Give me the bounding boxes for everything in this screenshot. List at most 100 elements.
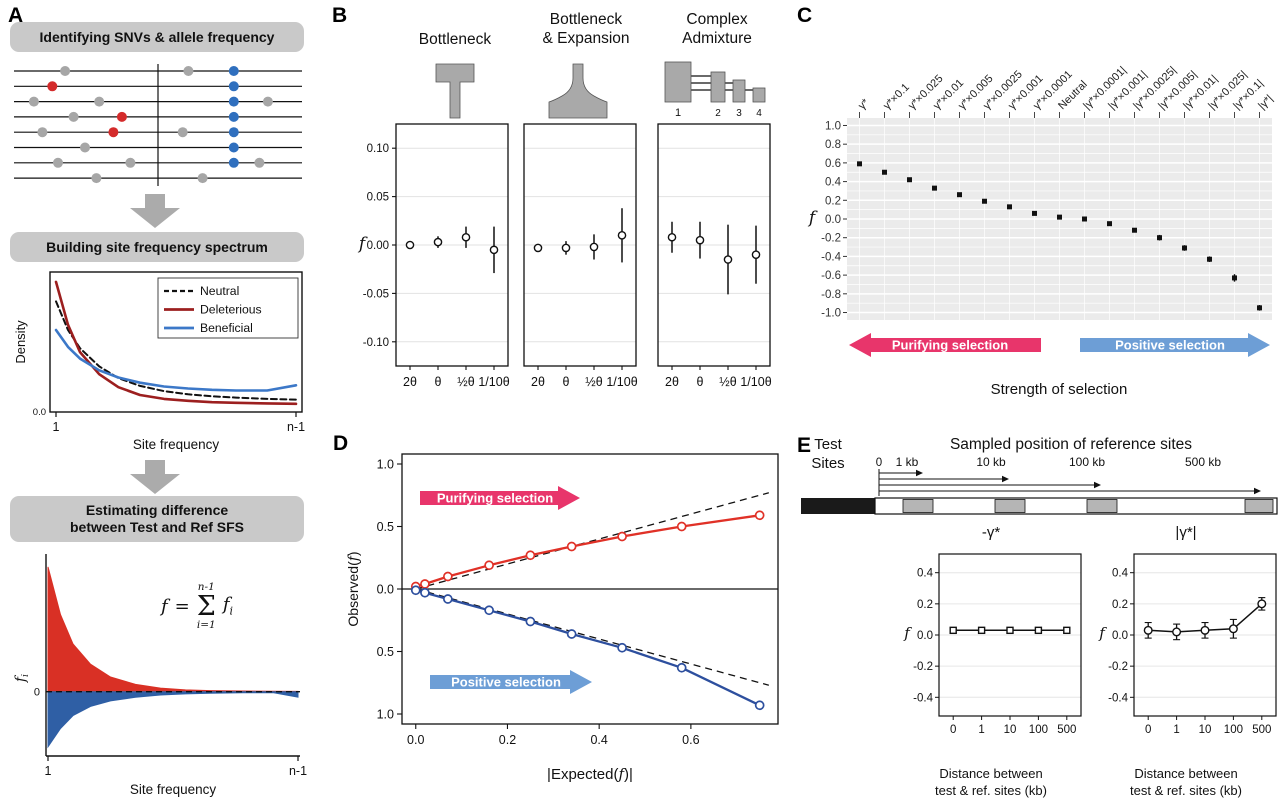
selection-strength-chart: 1.0 0.8 0.6 0.4 0.2 0.0 -0.2 -0.4 -0.6 -0.8 -1.0 f γ… <box>807 64 1276 398</box>
population-4-box <box>752 87 766 103</box>
svg-text:-0.10: -0.10 <box>363 337 389 349</box>
panel-a-label: A <box>8 4 24 27</box>
svg-text:Strength of selection: Strength of selection <box>991 381 1128 398</box>
svg-text:½θ: ½θ <box>585 375 602 389</box>
svg-text:θ: θ <box>697 375 704 389</box>
svg-text:1/10θ: 1/10θ <box>740 375 771 389</box>
svg-text:½θ: ½θ <box>719 375 736 389</box>
fi-difference-chart: 0fi 1 n-1 Site frequency <box>13 554 307 797</box>
distance-xlabel-right: Distance between test & ref. sites (kb) <box>1130 766 1242 798</box>
step-box-estimate-diff: Estimating difference between Test and R… <box>10 496 304 542</box>
svg-text:100: 100 <box>1224 724 1243 736</box>
svg-text:0: 0 <box>34 687 40 699</box>
svg-text:1.0: 1.0 <box>825 120 841 132</box>
reference-sites-schematic: 0 1 kb 10 kb 100 kb 500 kb <box>801 455 1278 515</box>
svg-text:-0.4: -0.4 <box>821 251 841 263</box>
panel-b-label: B <box>332 4 348 27</box>
svg-text:1: 1 <box>45 764 52 778</box>
svg-text:-0.05: -0.05 <box>363 288 389 300</box>
subplot-title-complex-admixture: Complex Admixture <box>682 11 752 48</box>
svg-text:0.0: 0.0 <box>825 214 841 226</box>
svg-text:|γ*|: |γ*| <box>1256 93 1275 112</box>
svg-text:2θ: 2θ <box>403 375 417 389</box>
bottleneck-chart: 0.10 0.05 0.00 -0.05 -0.10 f 2θ θ ½θ 1/10θ <box>357 123 510 389</box>
svg-text:n-1: n-1 <box>289 764 307 778</box>
svg-text:0.4: 0.4 <box>825 177 842 189</box>
svg-text:Positive selection: Positive selection <box>451 675 561 690</box>
svg-text:0.2: 0.2 <box>499 733 516 747</box>
svg-text:Purifying selection: Purifying selection <box>437 491 553 506</box>
svg-text:f: f <box>903 624 912 642</box>
svg-text:0.2: 0.2 <box>917 599 933 611</box>
svg-text:0.6: 0.6 <box>825 158 841 170</box>
svg-text:f: f <box>357 234 368 254</box>
svg-text:Deleterious: Deleterious <box>200 303 262 317</box>
svg-text:2θ: 2θ <box>531 375 545 389</box>
svg-text:Positive selection: Positive selection <box>1115 338 1225 353</box>
expansion-shape <box>548 63 608 119</box>
svg-text:0.05: 0.05 <box>367 192 389 204</box>
complex-admixture-demography-icon: 1 2 3 4 <box>664 61 766 119</box>
svg-text:0.0: 0.0 <box>33 407 46 418</box>
distance-abs-gamma-chart: 0.4 0.2 0.0 -0.2 -0.4 f 0 1 10 100 500 <box>1098 553 1277 736</box>
svg-text:fi: fi <box>13 674 31 683</box>
observed-expected-chart: 1.0 0.5 0.0 0.5 1.0 0.0 0.2 0.4 0.6 Observed(f) |E… <box>345 453 779 783</box>
population-1-box <box>664 61 692 103</box>
svg-text:0: 0 <box>950 724 956 736</box>
svg-text:-0.8: -0.8 <box>821 289 841 301</box>
svg-text:1: 1 <box>1173 724 1179 736</box>
svg-text:0.4: 0.4 <box>917 568 934 580</box>
down-arrow-icon <box>130 194 180 228</box>
svg-text:|Expected(f)|: |Expected(f)| <box>547 765 633 783</box>
distance-neg-gamma-chart: 0.4 0.2 0.0 -0.2 -0.4 f 0 1 10 100 500 <box>903 553 1082 736</box>
svg-text:θ: θ <box>563 375 570 389</box>
bottleneck-shape <box>435 63 475 119</box>
distance-xlabel-left: Distance between test & ref. sites (kb) <box>935 766 1047 798</box>
svg-text:f: f <box>807 208 818 228</box>
sigma-icon: Σ <box>196 590 216 622</box>
panel-d-label: D <box>333 432 349 455</box>
down-arrow-shape <box>130 194 180 228</box>
panel-e-label: E <box>797 434 812 457</box>
svg-text:-0.2: -0.2 <box>1108 661 1128 673</box>
population-3-number: 3 <box>736 108 742 119</box>
svg-text:100 kb: 100 kb <box>1069 455 1105 469</box>
svg-text:1/10θ: 1/10θ <box>606 375 637 389</box>
subplot-title-bottleneck-expansion: Bottleneck & Expansion <box>542 11 630 48</box>
down-arrow-icon <box>130 460 180 494</box>
haplotype-diagram <box>14 64 302 186</box>
svg-text:θ: θ <box>435 375 442 389</box>
svg-text:500 kb: 500 kb <box>1185 455 1221 469</box>
svg-text:Density: Density <box>13 320 28 364</box>
svg-text:-0.4: -0.4 <box>913 692 933 704</box>
svg-text:f: f <box>1098 624 1107 642</box>
complex-admixture-chart: 2θ θ ½θ 1/10θ <box>657 123 772 389</box>
bottleneck-demography-icon <box>435 63 475 119</box>
svg-text:0.00: 0.00 <box>367 240 389 252</box>
reference-sites-title: Sampled position of reference sites <box>949 436 1193 453</box>
sfs-chart: Neutral Deleterious Beneficial Density 0.0 1 n… <box>13 271 305 452</box>
svg-text:0.10: 0.10 <box>367 143 389 155</box>
svg-text:Neutral: Neutral <box>200 284 239 298</box>
svg-text:0.4: 0.4 <box>1112 568 1129 580</box>
population-2-box <box>710 71 726 103</box>
svg-text:-0.4: -0.4 <box>1108 692 1128 704</box>
population-4-number: 4 <box>756 108 762 119</box>
down-arrow-shape <box>130 460 180 494</box>
svg-text:1 kb: 1 kb <box>896 455 919 469</box>
svg-text:1: 1 <box>978 724 984 736</box>
svg-text:Purifying selection: Purifying selection <box>892 338 1008 353</box>
svg-text:0.0: 0.0 <box>917 630 933 642</box>
svg-text:Site frequency: Site frequency <box>133 437 220 452</box>
svg-text:0.2: 0.2 <box>825 195 841 207</box>
svg-text:½θ: ½θ <box>457 375 474 389</box>
svg-text:Site frequency: Site frequency <box>130 782 217 797</box>
svg-text:10: 10 <box>1004 724 1017 736</box>
svg-text:0.2: 0.2 <box>1112 599 1128 611</box>
svg-text:500: 500 <box>1057 724 1076 736</box>
panel-c-label: C <box>797 4 813 27</box>
svg-text:-1.0: -1.0 <box>821 308 841 320</box>
abs-gamma-plot-title: |γ*| <box>1175 524 1197 541</box>
sigma-upper-limit: n-1 <box>197 581 215 593</box>
